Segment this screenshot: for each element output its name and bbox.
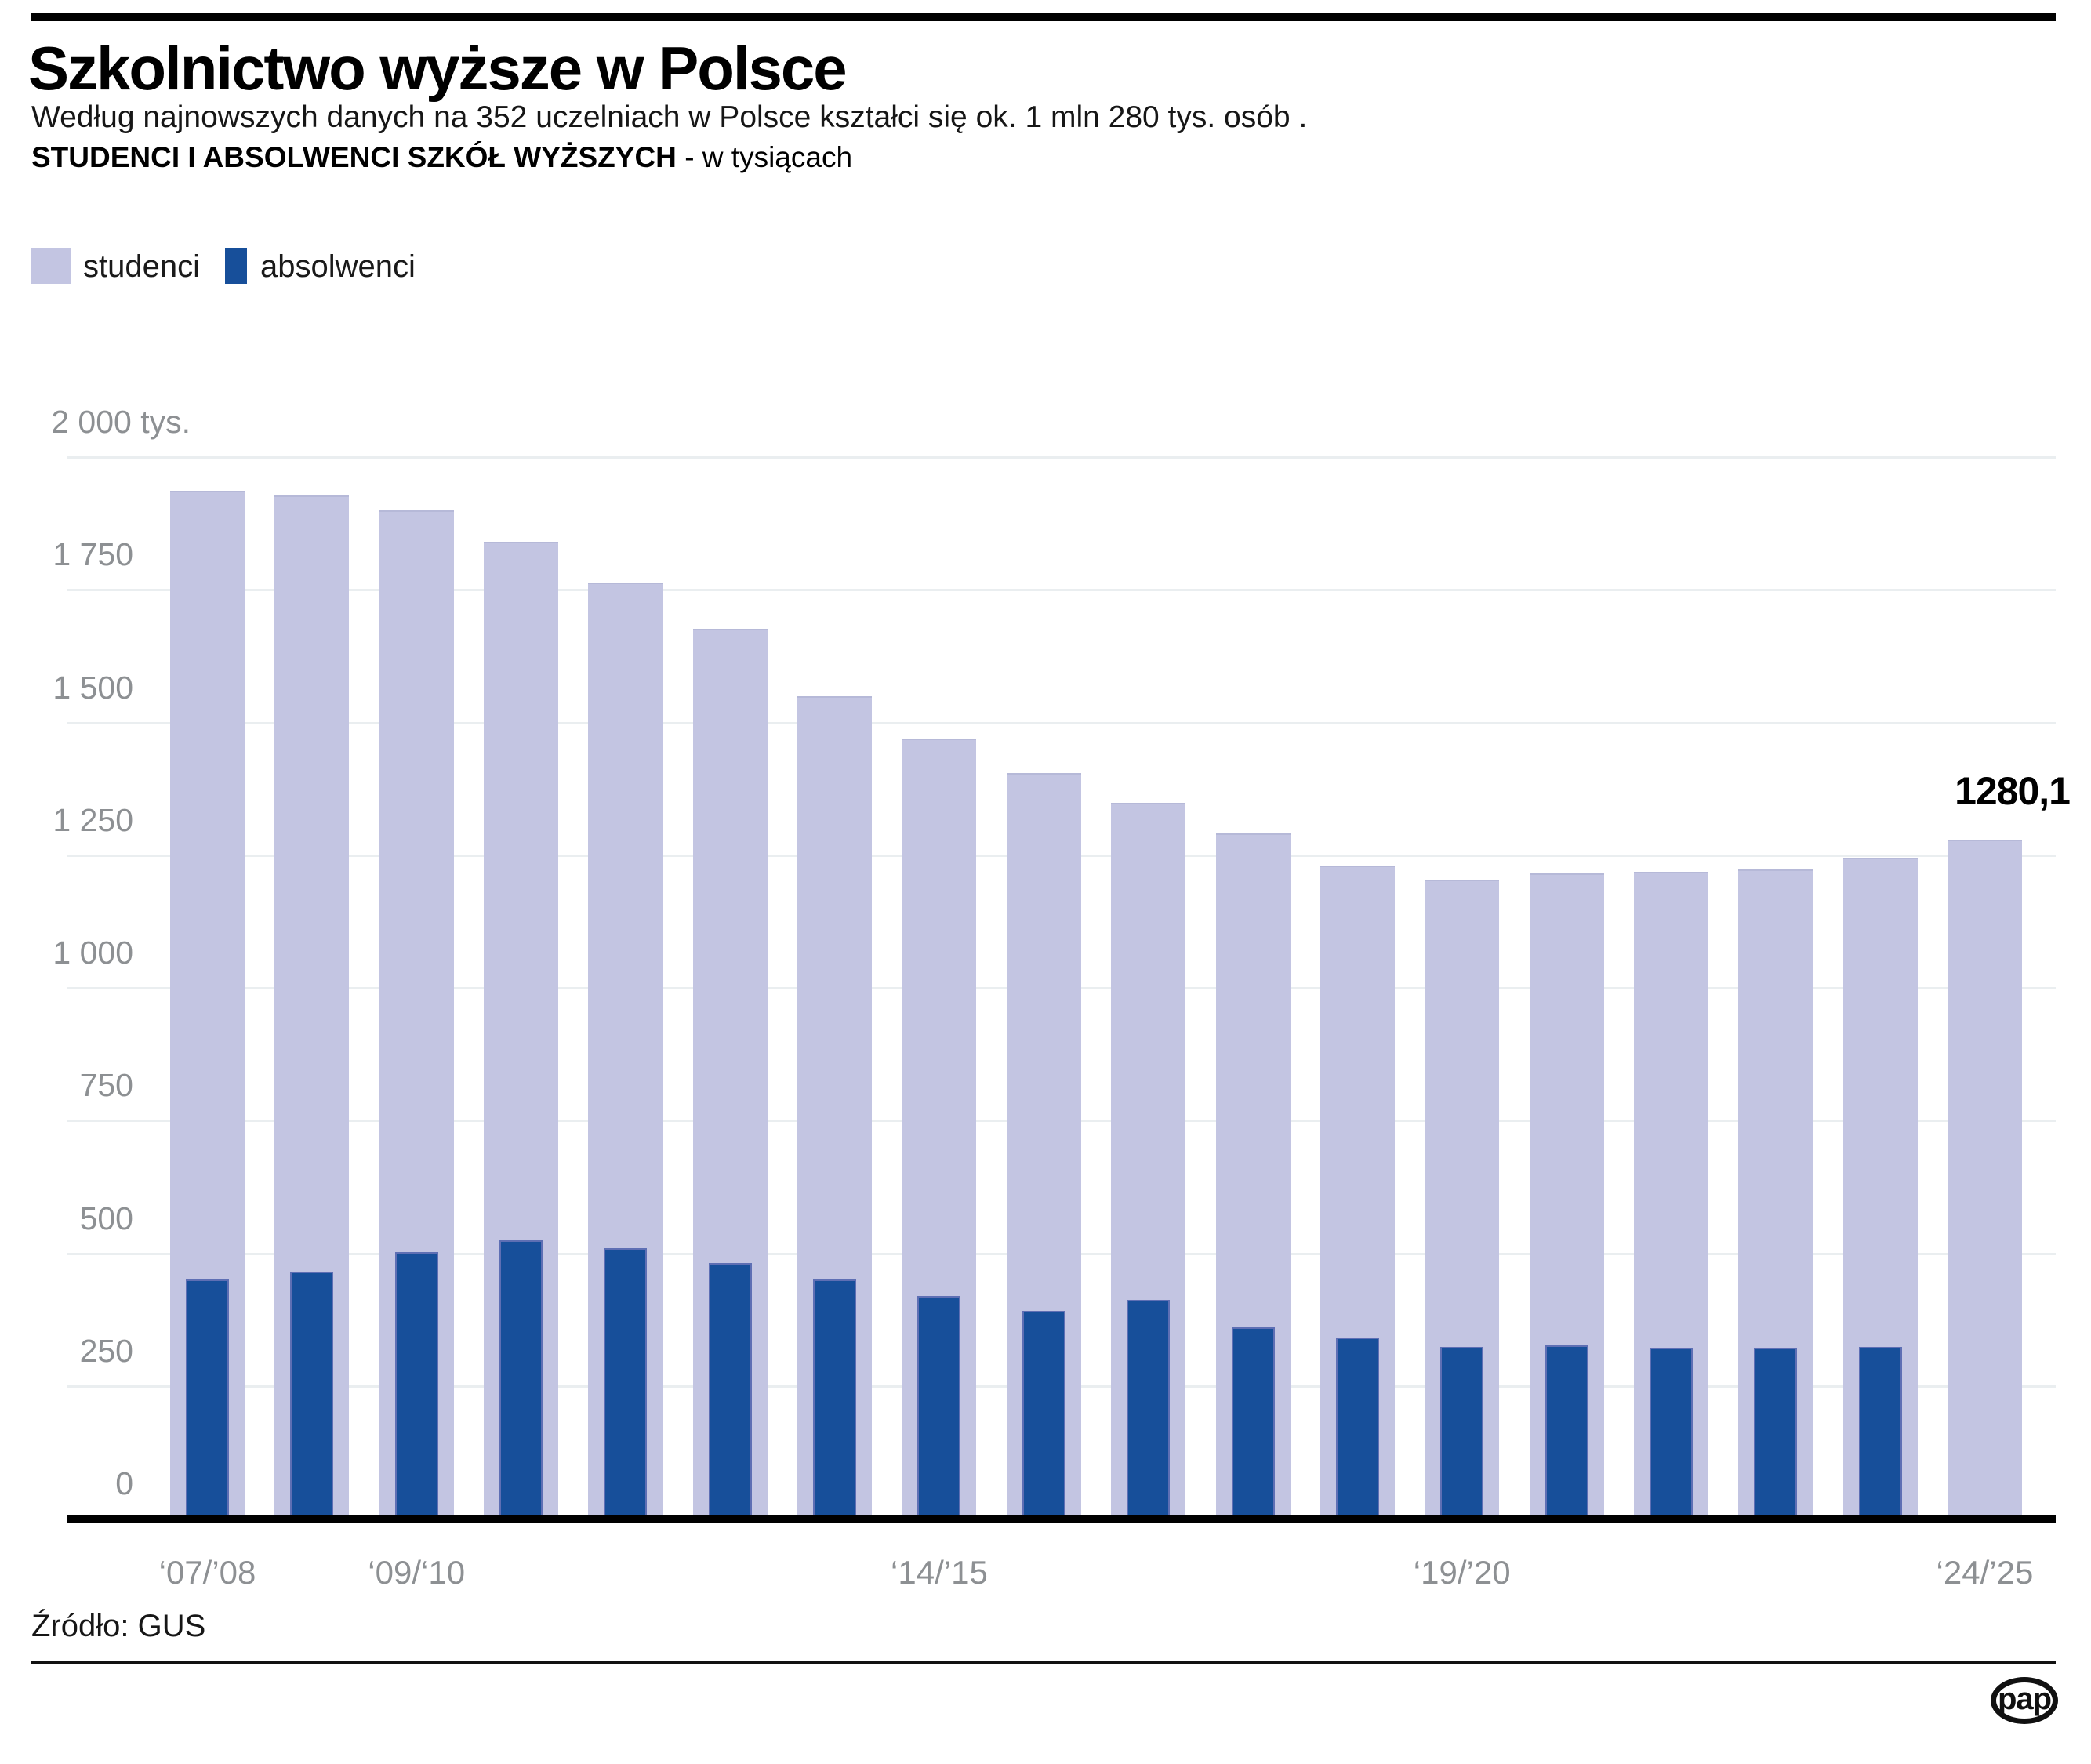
legend-swatch-students — [31, 248, 71, 284]
bar-graduates-2011/12 — [604, 1247, 648, 1522]
bar-graduates-2019/20 — [1440, 1347, 1484, 1522]
last-bar-value-label: 1280,1 — [1955, 769, 2071, 813]
bar-students-2024/25 — [1947, 839, 2022, 1522]
bar-graduates-2023/24 — [1858, 1347, 1902, 1522]
y-axis-label-1750: 1 750 — [53, 536, 133, 573]
bar-graduates-2012/13 — [708, 1263, 752, 1522]
y-axis-label-500: 500 — [79, 1200, 133, 1236]
gridline-1750 — [67, 589, 2056, 592]
legend-label-graduates: absolwenci — [260, 249, 416, 284]
y-axis-label-1250: 1 250 — [53, 801, 133, 838]
bar-graduates-2014/15 — [917, 1295, 961, 1522]
y-axis-label-1500: 1 500 — [53, 669, 133, 706]
gridline-1500 — [67, 721, 2056, 724]
y-axis-label-2000: 2 000 tys. — [51, 404, 191, 441]
x-axis-label-2014/15: ‘14/’15 — [891, 1554, 988, 1591]
bar-graduates-2016/17 — [1127, 1300, 1171, 1522]
bar-graduates-2013/14 — [813, 1279, 857, 1522]
bar-graduates-2022/23 — [1754, 1348, 1798, 1522]
bar-graduates-2021/22 — [1649, 1348, 1693, 1522]
chart-heading-suffix: - w tysiącach — [684, 141, 853, 173]
x-axis-line — [67, 1515, 2056, 1523]
bottom-rule — [31, 1661, 2056, 1664]
bar-graduates-2017/18 — [1231, 1327, 1275, 1522]
y-axis-label-1000: 1 000 — [53, 935, 133, 971]
page-subtitle: Według najnowszych danych na 352 uczelni… — [31, 100, 1308, 134]
bar-graduates-2010/11 — [499, 1240, 543, 1522]
x-axis-label-2024/25: ‘24/’25 — [1936, 1554, 2034, 1591]
top-rule — [31, 13, 2056, 21]
bar-graduates-2009/10 — [394, 1251, 438, 1522]
source-note: Źródło: GUS — [31, 1609, 206, 1643]
y-axis-label-0: 0 — [115, 1465, 133, 1501]
pap-logo-text: pap — [1997, 1682, 2052, 1716]
chart-heading: STUDENCI I ABSOLWENCI SZKÓŁ WYŻSZYCH - w… — [31, 141, 852, 174]
y-axis-label-750: 750 — [79, 1067, 133, 1104]
bar-graduates-2007/08 — [186, 1279, 229, 1522]
bar-graduates-2020/21 — [1545, 1345, 1588, 1522]
pap-logo: pap — [1991, 1677, 2058, 1724]
chart-heading-main: STUDENCI I ABSOLWENCI SZKÓŁ WYŻSZYCH — [31, 141, 677, 173]
x-axis-label-2009/10: ‘09/‘10 — [368, 1554, 466, 1591]
x-axis-label-2007/08: ‘07/’08 — [158, 1554, 256, 1591]
bar-graduates-2008/09 — [290, 1271, 334, 1522]
y-axis-label-250: 250 — [79, 1332, 133, 1369]
bar-graduates-2015/16 — [1022, 1311, 1065, 1522]
bar-graduates-2018/19 — [1335, 1337, 1379, 1522]
gridline-2000 — [67, 456, 2056, 459]
x-axis-label-2019/20: ‘19/’20 — [1413, 1554, 1511, 1591]
legend-swatch-graduates — [225, 248, 247, 284]
page-title: Szkolnictwo wyższe w Polsce — [28, 34, 848, 103]
legend-label-students: studenci — [83, 249, 200, 284]
